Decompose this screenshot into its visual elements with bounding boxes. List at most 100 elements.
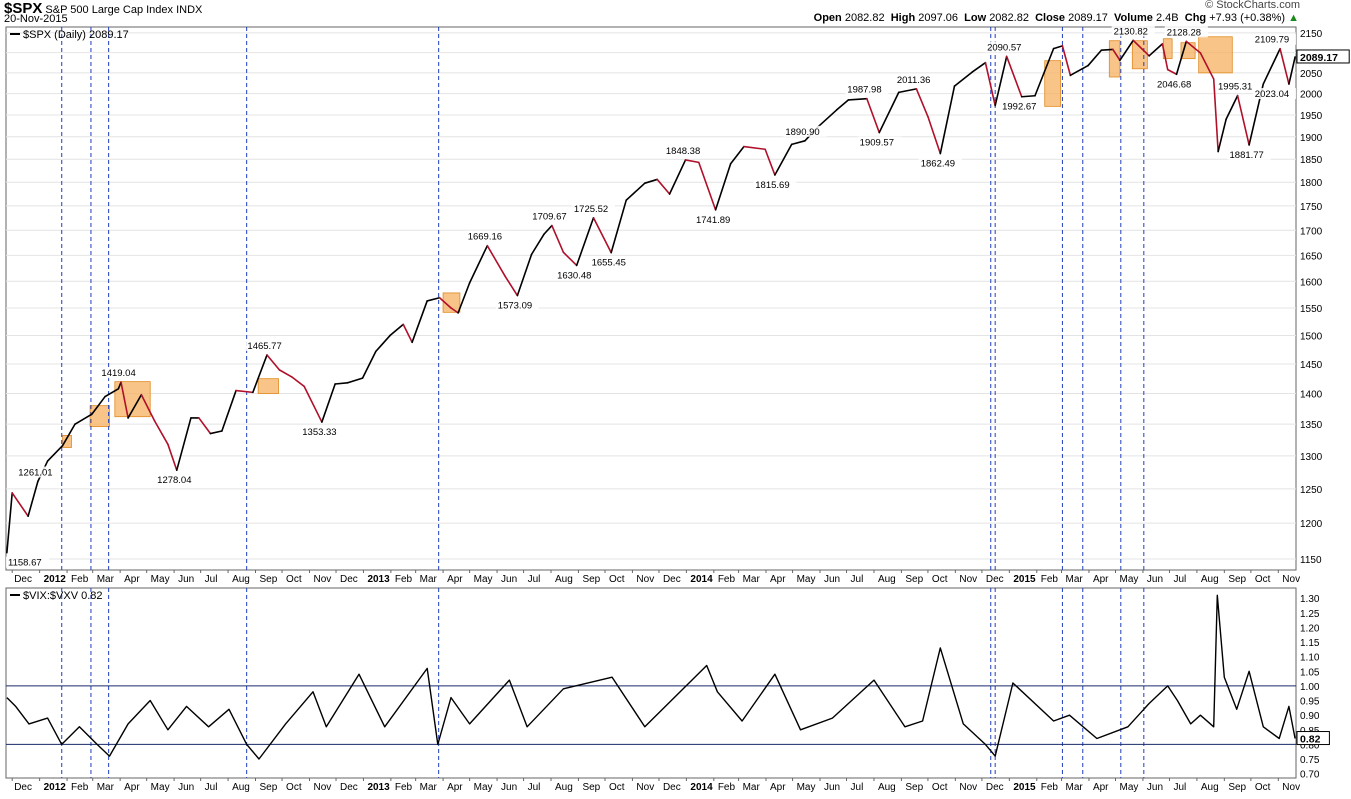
price-annotation: 1261.01: [18, 467, 52, 478]
price-line-segment: [221, 389, 237, 432]
index-name: S&P 500 Large Cap Index: [45, 4, 174, 16]
price-line-segment: [1212, 78, 1219, 153]
annotation-bg: [300, 426, 344, 438]
price-annotation: 2090.57: [987, 42, 1021, 53]
ratio-x-tick-label: Mar: [1066, 782, 1084, 793]
annotation-bg: [589, 256, 633, 268]
ratio-x-tick-label: May: [797, 782, 816, 793]
price-annotation: 1158.67: [8, 558, 42, 569]
price-x-tick-label: Jul: [851, 574, 864, 585]
open-label: Open: [813, 12, 842, 24]
price-x-tick-label: Dec: [663, 574, 681, 585]
price-annotation: 1815.69: [755, 180, 789, 191]
price-annotation: 1655.45: [592, 258, 626, 269]
ratio-x-tick-label: Oct: [1255, 782, 1271, 793]
price-x-tick-label: Feb: [395, 574, 413, 585]
annotation-bg: [555, 269, 599, 281]
ratio-x-tick-label: Sep: [260, 782, 278, 793]
price-y-tick-label: 1400: [1300, 390, 1323, 401]
ratio-x-tick-label: Oct: [286, 782, 302, 793]
highlight-box: [442, 292, 461, 313]
price-x-tick-label: 2014: [690, 574, 713, 585]
price-line-segment: [1225, 94, 1239, 121]
price-x-tick-label: Oct: [932, 574, 948, 585]
price-line-segment: [714, 162, 732, 211]
price-line-segment: [575, 216, 595, 267]
price-x-tick-label: Aug: [232, 574, 250, 585]
price-line-segment: [46, 444, 64, 462]
price-y-tick-label: 1950: [1300, 111, 1323, 122]
ratio-y-tick-label: 0.75: [1300, 755, 1320, 766]
price-line-segment: [817, 108, 838, 128]
price-line-segment: [543, 224, 553, 236]
price-annotation: 1419.04: [101, 368, 135, 379]
price-line-segment: [140, 393, 156, 422]
ratio-y-tick-label: 1.05: [1300, 667, 1320, 678]
price-line-segment: [1100, 48, 1114, 52]
price-annotation: 1669.16: [468, 232, 502, 243]
price-x-tick-label: Apr: [1093, 574, 1109, 585]
ratio-last-value-tag: 0.82: [1300, 734, 1321, 746]
price-line-segment: [1020, 94, 1036, 98]
price-line-segment: [27, 480, 39, 517]
price-line-segment: [104, 387, 120, 398]
price-line-segment: [897, 88, 918, 94]
price-x-tick-label: Aug: [555, 574, 573, 585]
price-line-segment: [994, 55, 1008, 107]
price-x-tick-label: Nov: [959, 574, 977, 585]
annotation-bg: [99, 367, 143, 379]
price-line-segment: [644, 178, 658, 184]
price-line-segment: [1217, 118, 1227, 153]
price-line-segment: [1185, 40, 1202, 54]
ratio-x-tick-label: Nov: [959, 782, 977, 793]
ratio-pane-frame: [5, 587, 1297, 779]
price-line-segment: [235, 389, 254, 394]
annotation-bg: [245, 339, 289, 351]
annotation-bg: [857, 136, 901, 148]
price-y-tick-label: 1600: [1300, 277, 1323, 288]
ratio-x-tick-label: Aug: [1201, 782, 1219, 793]
ratio-x-tick-label: Sep: [1228, 782, 1246, 793]
brand-link[interactable]: © StockCharts.com: [1205, 0, 1300, 11]
price-line-segment: [790, 140, 806, 146]
price-line-segment: [984, 61, 996, 107]
price-annotation: 1353.33: [302, 427, 336, 438]
price-line-segment: [847, 97, 868, 101]
chart-header: $SPX S&P 500 Large Cap Index INDX: [4, 0, 202, 17]
price-line-segment: [321, 383, 336, 423]
annotation-bg: [1154, 78, 1199, 90]
price-line-segment: [764, 148, 776, 176]
change-value: +7.93 (+0.38%): [1209, 12, 1286, 24]
close-value: 2089.17: [1068, 12, 1108, 24]
highlight-box: [89, 405, 110, 428]
price-x-tick-label: Mar: [97, 574, 115, 585]
price-x-tick-label: Dec: [14, 574, 32, 585]
price-x-tick-label: Mar: [743, 574, 761, 585]
price-line-segment: [290, 376, 305, 388]
ratio-x-tick-label: May: [151, 782, 170, 793]
price-x-tick-label: Mar: [420, 574, 438, 585]
chart-date: 20-Nov-2015: [4, 13, 68, 25]
price-x-tick-label: Sep: [1228, 574, 1246, 585]
ratio-x-tick-label: Jun: [824, 782, 840, 793]
price-annotation: 1741.89: [696, 215, 730, 226]
price-y-tick-label: 1850: [1300, 155, 1323, 166]
highlight-box: [257, 378, 279, 394]
price-line-segment: [1119, 39, 1135, 62]
price-line-segment: [11, 492, 29, 517]
open-value: 2082.82: [844, 12, 885, 24]
price-line-segment: [1061, 45, 1072, 77]
price-line-segment: [697, 161, 717, 211]
ratio-y-tick-label: 1.25: [1300, 609, 1320, 620]
ratio-y-tick-label: 0.95: [1300, 697, 1320, 708]
price-line-segment: [375, 334, 391, 353]
ratio-x-tick-label: Feb: [395, 782, 413, 793]
volume-label: Volume: [1114, 12, 1153, 24]
annotation-bg: [1164, 26, 1208, 38]
price-y-tick-label: 1350: [1300, 420, 1323, 431]
price-line-segment: [389, 323, 405, 337]
ratio-legend: $VIX:$VXV 0.82: [23, 590, 103, 602]
annotation-bg: [693, 213, 738, 225]
ratio-x-tick-label: Jun: [178, 782, 194, 793]
